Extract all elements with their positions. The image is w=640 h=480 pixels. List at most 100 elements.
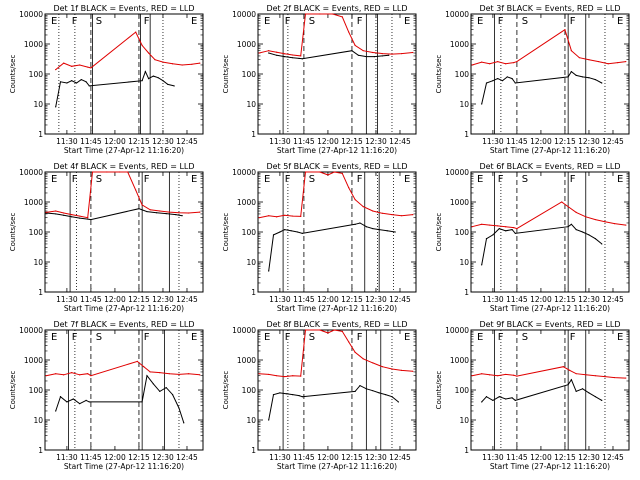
x-tick-label: 11:45 [293, 295, 315, 304]
data-point-lld [159, 210, 161, 212]
chart-title: Det 6f BLACK = Events, RED = LLD [479, 162, 620, 171]
data-point-events [485, 396, 488, 398]
x-axis-label: Start Time (27-Apr-12 11:16:20) [64, 462, 184, 471]
data-point-events [298, 57, 300, 60]
data-point-lld [391, 53, 393, 55]
data-point-events [272, 394, 275, 396]
data-point-lld [319, 171, 321, 173]
data-point-events [268, 419, 270, 421]
data-point-lld [481, 223, 483, 225]
data-point-lld [45, 375, 47, 377]
data-point-events [301, 58, 303, 60]
data-point-events [372, 227, 374, 230]
y-tick-label: 100 [242, 70, 257, 79]
data-point-lld [362, 50, 364, 52]
y-axis-label: Counts/sec [435, 371, 443, 410]
data-point-events [372, 390, 374, 392]
data-point-events [354, 390, 356, 392]
region-label: S [522, 16, 528, 27]
data-point-lld [149, 371, 151, 373]
data-point-lld [516, 60, 518, 63]
data-point-events [485, 238, 488, 240]
data-point-lld [71, 65, 73, 67]
data-point-lld [481, 373, 483, 375]
y-tick-label: 1 [251, 446, 256, 455]
x-tick-label: 12:45 [176, 295, 198, 304]
data-point-lld [400, 215, 403, 217]
y-tick-label: 1 [464, 446, 469, 455]
data-point-lld [258, 52, 260, 54]
data-point-lld [258, 373, 260, 375]
data-point-events [155, 212, 158, 214]
data-point-events [359, 385, 361, 387]
data-point-lld [607, 63, 609, 65]
data-point-lld [575, 373, 577, 375]
data-point-lld [372, 51, 374, 54]
region-label: S [96, 174, 102, 185]
data-point-lld [489, 374, 491, 376]
data-point-lld [332, 13, 334, 15]
data-point-events [292, 394, 294, 396]
data-point-events [501, 80, 504, 82]
data-point-events [72, 398, 74, 400]
panel-8: Det 8f BLACK = Events, RED = LLD 1 10 100 10… [222, 320, 417, 471]
data-point-lld [55, 69, 57, 71]
plot-frame [44, 13, 204, 135]
data-point-lld [71, 372, 73, 374]
x-tick-label: 11:45 [80, 295, 102, 304]
data-point-lld [471, 226, 473, 228]
data-point-events [152, 383, 154, 385]
data-point-lld [171, 63, 174, 65]
chart-title: Det 8f BLACK = Events, RED = LLD [266, 320, 407, 329]
x-tick-label: 11:30 [269, 295, 291, 304]
panel-9: Det 9f BLACK = Events, RED = LLD 1 10 100 10… [435, 320, 630, 471]
data-point-events [365, 226, 367, 228]
data-point-lld [71, 214, 73, 216]
series-line-lld [46, 171, 200, 219]
data-point-lld [187, 212, 190, 214]
chart-title: Det 2f BLACK = Events, RED = LLD [266, 4, 407, 13]
data-point-lld [567, 206, 569, 208]
data-point-events [181, 215, 183, 217]
data-point-lld [588, 59, 590, 61]
data-point-lld [199, 211, 201, 213]
data-point-events [397, 401, 399, 403]
data-point-events [175, 214, 177, 216]
y-tick-label: 1 [464, 288, 469, 297]
y-axis-label: Counts/sec [9, 371, 17, 410]
y-tick-label: 100 [455, 70, 470, 79]
data-point-lld [135, 31, 137, 33]
region-label: E [617, 174, 623, 185]
data-point-events [575, 74, 577, 76]
y-axis-label: Counts/sec [222, 371, 230, 410]
x-tick-label: 11:30 [269, 137, 291, 146]
x-tick-label: 12:30 [578, 295, 600, 304]
data-point-events [567, 76, 569, 78]
region-label: E [264, 332, 270, 343]
region-label: F [285, 332, 291, 343]
data-point-lld [327, 332, 329, 334]
series-line-lld [55, 31, 200, 70]
y-tick-label: 10 [459, 416, 469, 425]
series-line-events [481, 378, 603, 403]
y-tick-label: 1 [38, 288, 43, 297]
data-point-lld [333, 329, 335, 331]
data-point-lld [284, 214, 286, 216]
x-tick-label: 12:00 [530, 295, 552, 304]
data-point-lld [594, 218, 596, 221]
region-label: F [357, 16, 363, 27]
x-tick-label: 11:30 [56, 295, 78, 304]
x-axis-label: Start Time (27-Apr-12 11:16:20) [64, 304, 184, 313]
data-point-lld [341, 16, 343, 18]
data-point-lld [91, 171, 94, 173]
data-point-events [79, 403, 81, 405]
x-tick-label: 12:15 [341, 453, 363, 462]
data-point-lld [87, 373, 89, 375]
y-tick-label: 10 [246, 416, 256, 425]
region-label: E [51, 174, 57, 185]
y-tick-label: 10000 [445, 168, 469, 177]
data-point-lld [372, 362, 374, 364]
data-point-events [497, 78, 499, 80]
data-point-lld [136, 360, 138, 362]
panel-1: Det 1f BLACK = Events, RED = LLD 1 10 100 10… [9, 4, 204, 155]
